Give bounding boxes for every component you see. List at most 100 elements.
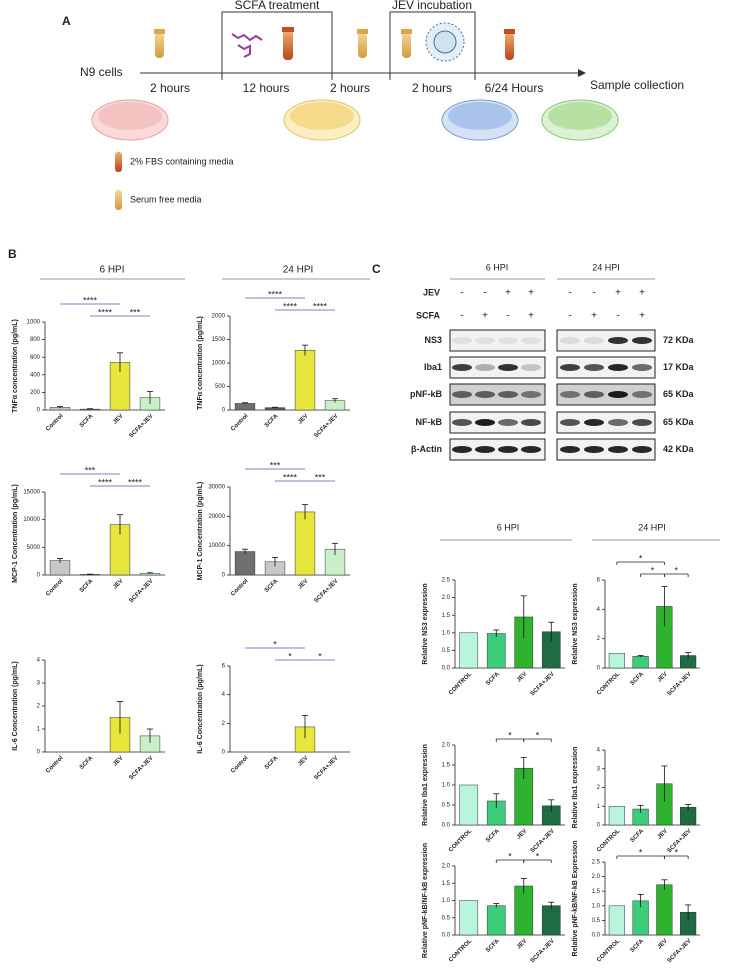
blot-band — [560, 364, 580, 371]
significance-label: *** — [130, 307, 141, 317]
bar — [459, 900, 479, 936]
blot-time: 6 HPI — [486, 262, 509, 272]
y-tick-label: 600 — [30, 355, 41, 361]
significance-label: **** — [98, 307, 113, 317]
legend-icon — [115, 190, 122, 210]
x-tick-label: JEV — [297, 755, 309, 767]
x-tick-label: SCFA — [485, 671, 501, 687]
blot-band — [452, 446, 472, 453]
y-tick-label: 0.5 — [592, 918, 601, 924]
bar — [234, 551, 256, 576]
panel-label: B — [8, 247, 17, 261]
y-tick-label: 1000 — [27, 320, 41, 326]
blot-band — [632, 364, 652, 371]
y-tick-label: 1.0 — [442, 898, 451, 904]
significance-label: * — [508, 730, 512, 740]
y-tick-label: 0.5 — [442, 915, 451, 921]
y-tick-label: 1.0 — [592, 903, 601, 909]
y-tick-label: 5000 — [27, 545, 41, 551]
y-tick-label: 3 — [597, 766, 601, 772]
y-axis-label: Relative NS3 expression — [572, 583, 579, 664]
bar — [294, 350, 316, 411]
bar — [234, 403, 256, 411]
panel-label: C — [372, 262, 381, 276]
incubation-box — [389, 11, 476, 74]
y-tick-label: 0 — [37, 750, 41, 756]
y-tick-label: 500 — [215, 384, 226, 390]
treatment-sign: + — [591, 311, 597, 322]
blot-band — [608, 446, 628, 453]
treatment-sign: + — [615, 288, 621, 299]
x-tick-label: SCFA — [630, 828, 646, 844]
x-tick-label: JEV — [112, 755, 124, 767]
significance-label: * — [288, 651, 292, 661]
bar — [608, 905, 625, 936]
y-tick-label: 2000 — [212, 314, 226, 320]
x-tick-label: SCFA+JEV — [530, 828, 556, 854]
blot-band — [608, 337, 628, 344]
x-tick-label: CONTROL — [596, 671, 621, 696]
significance-label: * — [318, 651, 322, 661]
end-label: Sample collection — [590, 78, 684, 92]
treatment-label: JEV — [423, 287, 440, 297]
x-tick-label: SCFA — [79, 578, 95, 594]
blot-band — [584, 337, 604, 344]
blot-band — [608, 364, 628, 371]
significance-label: **** — [268, 289, 283, 299]
y-axis-label: TNFα concentration (pg/mL) — [197, 316, 204, 410]
bar — [632, 656, 649, 669]
significance-label: * — [273, 639, 277, 649]
y-tick-label: 30000 — [208, 485, 225, 491]
x-tick-label: JEV — [112, 413, 124, 425]
y-axis-label: TNFα concentration (pg/mL) — [12, 319, 19, 413]
x-tick-label: JEV — [657, 828, 669, 840]
x-tick-label: Control — [230, 755, 250, 775]
x-tick-label: JEV — [516, 938, 528, 950]
x-tick-label: SCFA — [264, 755, 280, 771]
blot-band — [475, 364, 495, 371]
significance-label: * — [639, 553, 643, 563]
blot-band — [498, 391, 518, 398]
y-tick-label: 0 — [37, 573, 41, 579]
treatment-sign: - — [483, 288, 486, 299]
step: 6/24 Hours — [485, 81, 544, 95]
box-title: SCFA treatment — [235, 0, 320, 12]
significance-label: * — [674, 847, 678, 857]
cell-line: N9 cells — [80, 65, 123, 79]
x-tick-label: SCFA — [630, 938, 646, 954]
step: 2 hours — [150, 81, 190, 95]
y-tick-label: 800 — [30, 337, 41, 343]
blot-band — [632, 337, 652, 344]
x-tick-label: SCFA+JEV — [128, 578, 154, 604]
y-tick-label: 0.0 — [442, 933, 451, 939]
protein-size: 17 KDa — [663, 362, 695, 372]
y-tick-label: 4 — [597, 748, 601, 754]
bar — [541, 905, 561, 936]
y-tick-label: 0.0 — [442, 666, 451, 672]
x-tick-label: Control — [230, 413, 250, 433]
blot-frame — [556, 438, 656, 461]
blot-frame — [556, 329, 656, 352]
y-tick-label: 0 — [222, 573, 226, 579]
blot-frame — [449, 438, 546, 461]
x-tick-label: JEV — [516, 671, 528, 683]
y-axis-label: MCP-1 Concentration (pg/mL) — [12, 484, 19, 583]
group-title: 24 HPI — [638, 522, 666, 532]
y-tick-label: 3 — [37, 681, 41, 687]
y-axis-label: Relative pNF-kB/NF-kB expression — [422, 843, 429, 958]
blot-band — [632, 446, 652, 453]
significance-label: **** — [283, 472, 298, 482]
y-tick-label: 2 — [597, 636, 601, 642]
arrow-head — [578, 69, 586, 77]
y-tick-label: 2.5 — [442, 578, 451, 584]
blot-band — [475, 446, 495, 453]
blot-band — [521, 391, 541, 398]
x-tick-label: JEV — [657, 671, 669, 683]
protein-size: 65 KDa — [663, 389, 695, 399]
blot-frame — [556, 411, 656, 434]
blot-band — [521, 419, 541, 426]
y-tick-label: 20000 — [208, 514, 225, 520]
y-tick-label: 1.5 — [442, 881, 451, 887]
blot-band — [632, 391, 652, 398]
